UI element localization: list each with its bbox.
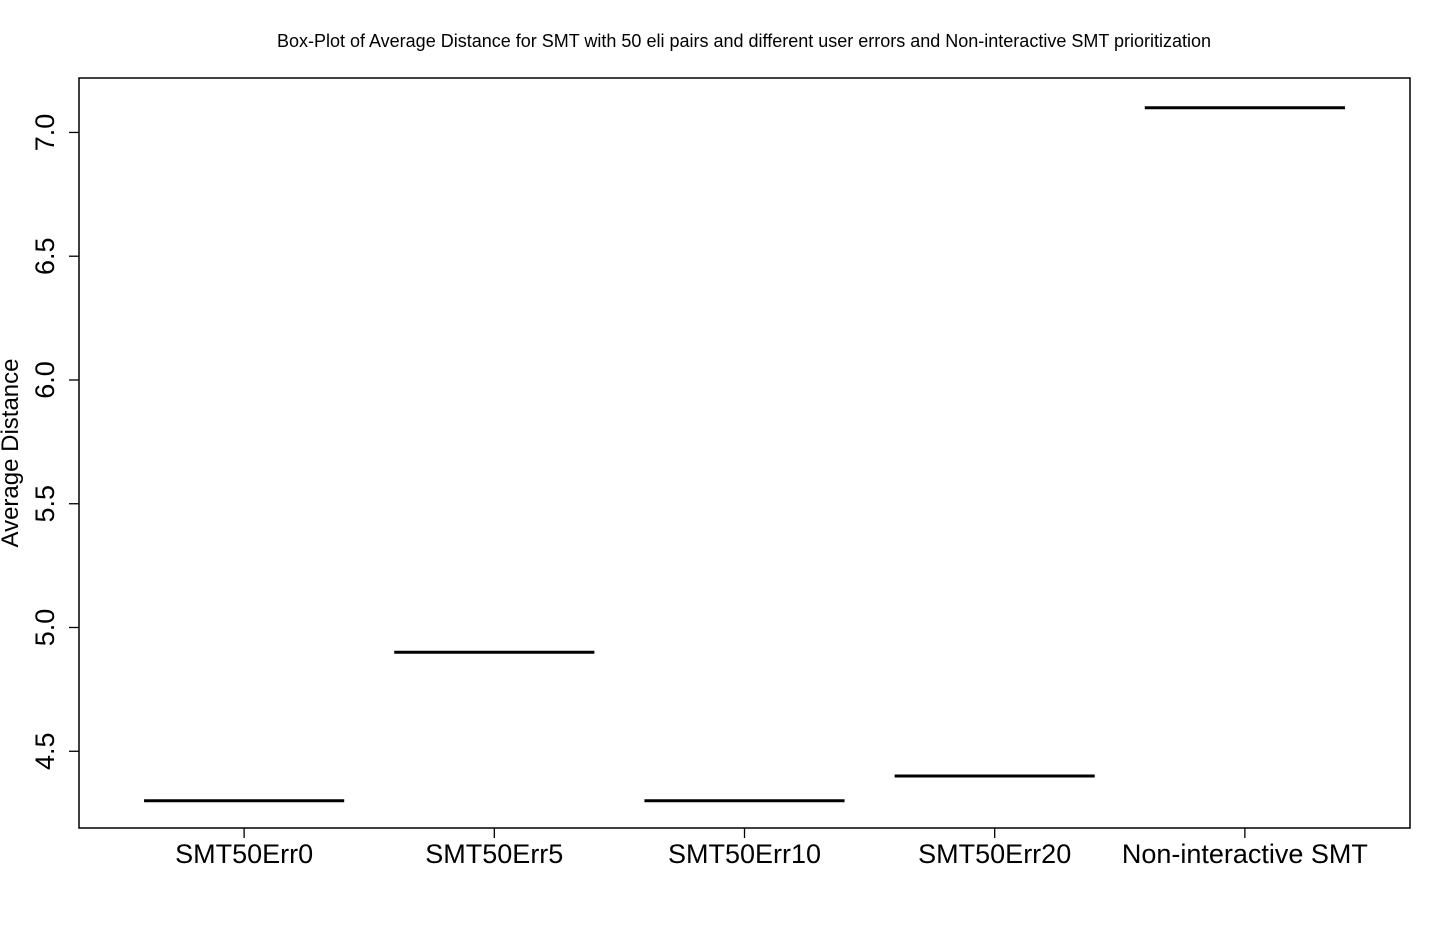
- x-tick-label: SMT50Err0: [175, 839, 313, 869]
- y-axis-label: Average Distance: [0, 359, 24, 548]
- x-axis: SMT50Err0 SMT50Err5 SMT50Err10 SMT50Err20 No…: [175, 828, 1368, 869]
- y-tick-label: 6.5: [30, 237, 60, 275]
- y-axis: 4.5 5.0 5.5 6.0 6.5 7.0: [30, 114, 79, 770]
- median-lines: [144, 106, 1345, 803]
- y-tick-label: 6.0: [30, 361, 60, 399]
- y-tick-label: 7.0: [30, 114, 60, 152]
- y-tick-label: 5.5: [30, 485, 60, 523]
- x-tick-label: SMT50Err10: [668, 839, 821, 869]
- y-tick-label: 4.5: [30, 732, 60, 770]
- x-tick-label: Non-interactive SMT: [1122, 839, 1368, 869]
- y-tick-label: 5.0: [30, 609, 60, 647]
- x-tick-label: SMT50Err5: [425, 839, 563, 869]
- chart-title: Box-Plot of Average Distance for SMT wit…: [277, 31, 1211, 51]
- x-tick-label: SMT50Err20: [918, 839, 1071, 869]
- plot-frame: [78, 77, 1411, 829]
